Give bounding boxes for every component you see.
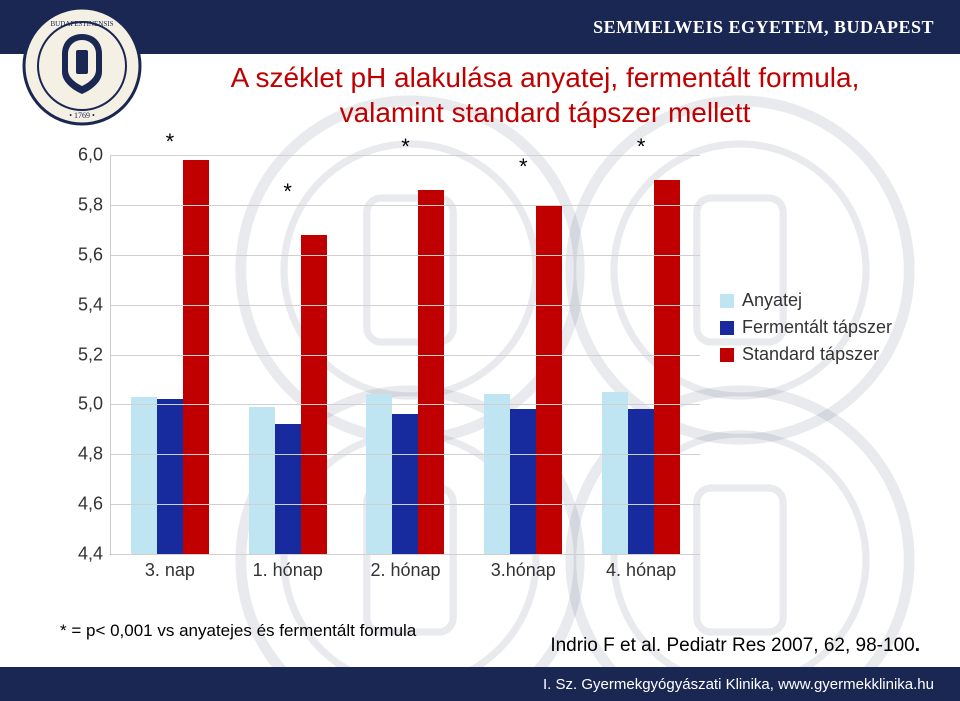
slide: SEMMELWEIS EGYETEM, BUDAPEST BUDAPESTINE… <box>0 0 960 701</box>
legend-swatch-icon <box>720 321 734 335</box>
svg-text:BUDAPESTINENSIS: BUDAPESTINENSIS <box>50 20 113 28</box>
citation: Indrio F et al. Pediatr Res 2007, 62, 98… <box>550 635 920 657</box>
chart-gridline <box>111 305 700 306</box>
ph-bar-chart: 3. nap1. hónap2. hónap3.hónap4. hónap 4,… <box>60 155 700 585</box>
university-logo-icon: BUDAPESTINENSIS • 1769 • <box>22 6 142 126</box>
legend-label: Fermentált tápszer <box>742 317 892 338</box>
chart-bar <box>536 205 562 554</box>
chart-bar <box>484 394 510 554</box>
chart-ytick: 5,2 <box>78 344 111 365</box>
significance-star: * <box>283 179 292 205</box>
chart-ytick: 5,4 <box>78 294 111 315</box>
chart-bar <box>628 409 654 554</box>
chart-gridline <box>111 554 700 555</box>
chart-gridline <box>111 355 700 356</box>
significance-star: * <box>637 134 646 160</box>
header-bar: SEMMELWEIS EGYETEM, BUDAPEST <box>0 0 960 54</box>
header-org: SEMMELWEIS EGYETEM, BUDAPEST <box>593 17 934 38</box>
chart-xlabel: 3.hónap <box>464 554 582 581</box>
chart-gridline <box>111 404 700 405</box>
chart-ytick: 5,6 <box>78 244 111 265</box>
chart-xlabel: 3. nap <box>111 554 229 581</box>
title-line1: A széklet pH alakulása anyatej, fermentá… <box>231 62 860 93</box>
legend-label: Anyatej <box>742 290 802 311</box>
footer-bar: I. Sz. Gyermekgyógyászati Klinika, www.g… <box>0 667 960 701</box>
significance-star: * <box>166 129 175 155</box>
chart-bar <box>131 397 157 554</box>
chart-bar <box>510 409 536 554</box>
chart-xlabel: 1. hónap <box>229 554 347 581</box>
chart-bar <box>157 399 183 554</box>
citation-text: Indrio F et al. Pediatr Res 2007, 62, 98… <box>550 635 914 656</box>
legend-item: Anyatej <box>720 290 892 311</box>
chart-ytick: 5,8 <box>78 194 111 215</box>
chart-bar <box>602 392 628 554</box>
chart-gridline <box>111 255 700 256</box>
chart-gridline <box>111 504 700 505</box>
chart-bar <box>183 160 209 554</box>
legend-swatch-icon <box>720 348 734 362</box>
legend-item: Fermentált tápszer <box>720 317 892 338</box>
significance-star: * <box>401 134 410 160</box>
slide-title: A széklet pH alakulása anyatej, fermentá… <box>160 60 930 130</box>
footer-text: I. Sz. Gyermekgyógyászati Klinika, www.g… <box>543 676 934 693</box>
significance-star: * <box>519 154 528 180</box>
chart-gridline <box>111 454 700 455</box>
chart-legend: Anyatej Fermentált tápszer Standard tápsze… <box>720 290 892 371</box>
title-line2: valamint standard tápszer mellett <box>340 97 751 128</box>
chart-bar <box>418 190 444 554</box>
chart-ytick: 5,0 <box>78 394 111 415</box>
chart-bar <box>392 414 418 554</box>
chart-bar <box>275 424 301 554</box>
footnote: * = p< 0,001 vs anyatejes és fermentált … <box>60 621 416 641</box>
legend-label: Standard tápszer <box>742 344 879 365</box>
chart-ytick: 4,6 <box>78 494 111 515</box>
chart-xlabel: 4. hónap <box>582 554 700 581</box>
chart-ytick: 4,8 <box>78 444 111 465</box>
chart-ytick: 6,0 <box>78 145 111 166</box>
chart-plot-area: 3. nap1. hónap2. hónap3.hónap4. hónap 4,… <box>110 155 700 555</box>
chart-xlabel: 2. hónap <box>347 554 465 581</box>
chart-gridline <box>111 205 700 206</box>
chart-bar <box>654 180 680 554</box>
legend-swatch-icon <box>720 294 734 308</box>
chart-bar <box>249 407 275 554</box>
chart-ytick: 4,4 <box>78 544 111 565</box>
legend-item: Standard tápszer <box>720 344 892 365</box>
citation-dot: . <box>915 635 920 656</box>
chart-bar <box>301 235 327 554</box>
chart-bar <box>366 394 392 554</box>
svg-text:• 1769 •: • 1769 • <box>69 111 95 120</box>
